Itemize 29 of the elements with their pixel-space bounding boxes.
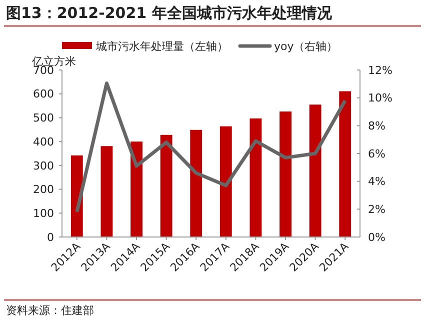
y2-tick-label: 12%: [368, 64, 392, 77]
bar: [280, 112, 292, 237]
text: 资料来源：住建部: [6, 304, 94, 317]
y-tick-label: 400: [33, 135, 54, 148]
y-tick-label: 600: [33, 88, 54, 101]
legend-label: 城市污水年处理量（左轴）: [95, 40, 228, 53]
chart-title: 图13：2012-2021 年全国城市污水年处理情况: [6, 4, 333, 22]
legend-label: yoy（右轴）: [274, 40, 338, 53]
y-tick-label: 200: [33, 183, 54, 196]
bar: [190, 130, 202, 237]
line-series: [75, 81, 347, 214]
y2-tick-label: 8%: [368, 120, 386, 133]
bar: [309, 104, 322, 237]
bar: [70, 155, 83, 237]
bar: [160, 134, 172, 237]
y2-tick-label: 4%: [368, 175, 386, 188]
y-tick-label: 0: [47, 230, 54, 244]
bar: [339, 91, 352, 237]
y2-tick-label: 2%: [368, 203, 386, 216]
y2-tick-label: 6%: [368, 147, 386, 160]
bar: [130, 142, 142, 237]
y2-tick-label: 10%: [368, 92, 392, 105]
bar: [220, 126, 232, 237]
bar: [100, 146, 113, 237]
y2-tick-label: 0%: [368, 230, 386, 244]
y-tick-label: 100: [33, 206, 54, 220]
y-tick-label: 300: [33, 159, 54, 172]
bar: [250, 118, 262, 237]
y-tick-label: 500: [33, 112, 54, 125]
